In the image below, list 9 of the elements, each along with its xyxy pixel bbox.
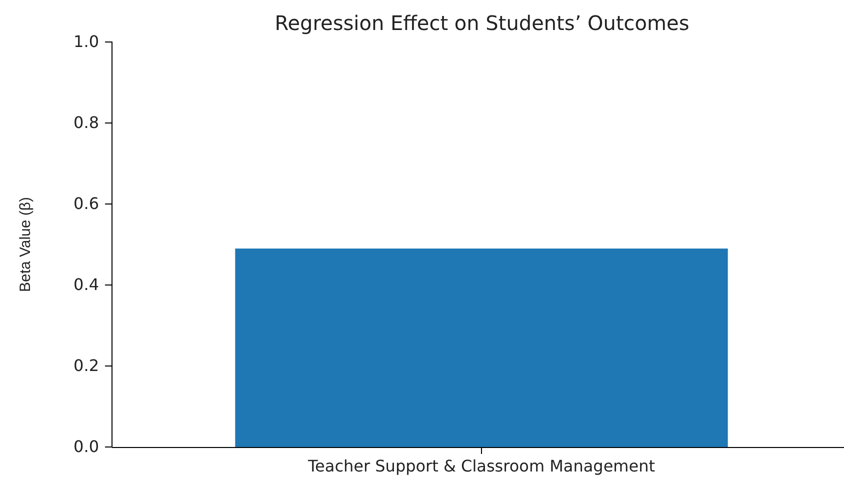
y-tick-label: 0.0 (74, 437, 99, 456)
x-tick-label: Teacher Support & Classroom Management (306, 456, 656, 476)
y-tick-label: 0.4 (74, 275, 99, 294)
y-tick-label: 0.6 (74, 194, 99, 214)
chart-title: Regression Effect on Students’ Outcomes (274, 11, 690, 35)
y-tick-label: 1.0 (74, 32, 99, 52)
y-tick-label: 0.2 (74, 356, 99, 376)
y-tick-label: 0.8 (74, 113, 99, 132)
y-axis-title: Beta Value (β) (17, 196, 34, 292)
